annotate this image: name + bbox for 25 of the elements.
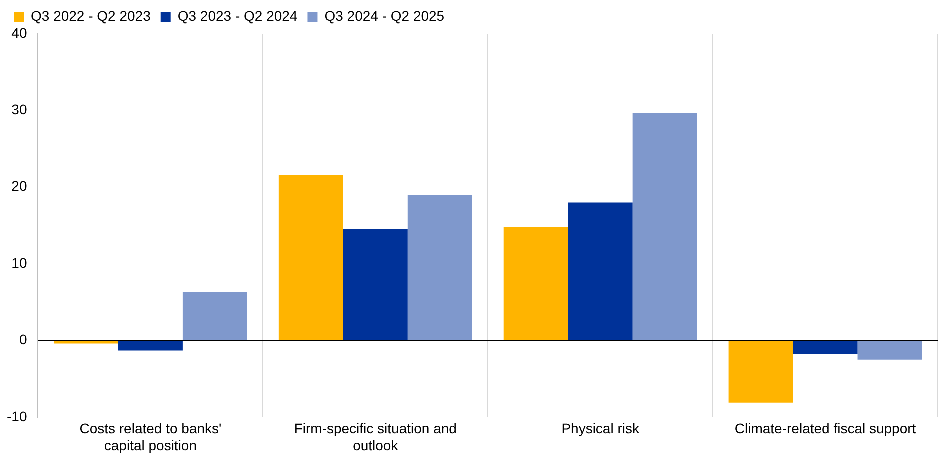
x-tick-label: Climate-related fiscal support	[734, 420, 916, 437]
bar	[793, 340, 858, 355]
x-tick-label: Physical risk	[562, 420, 640, 437]
bar	[54, 340, 118, 344]
bar	[278, 175, 344, 341]
bar	[504, 227, 568, 341]
legend-label: Q3 2022 - Q2 2023	[31, 8, 152, 24]
x-tick-label: Firm-specific situation and outlook	[294, 420, 457, 454]
y-tick-label: 0	[19, 332, 28, 348]
y-tick-label: 30	[12, 102, 28, 118]
bar	[182, 292, 248, 341]
bar	[632, 112, 698, 341]
y-tick-label: 20	[12, 178, 28, 194]
bar	[343, 230, 408, 341]
bar	[408, 195, 472, 341]
bar	[858, 340, 922, 360]
bar	[118, 340, 183, 351]
legend-label: Q3 2023 - Q2 2024	[178, 8, 298, 24]
legend-label: Q3 2024 - Q2 2025	[324, 8, 445, 24]
x-tick-label: Costs related to banks' capital position	[80, 420, 222, 454]
y-tick-label: -10	[7, 408, 28, 424]
bar	[568, 202, 633, 341]
y-tick-label: 40	[12, 24, 28, 41]
bar	[728, 340, 794, 403]
y-tick-label: 10	[12, 254, 28, 271]
